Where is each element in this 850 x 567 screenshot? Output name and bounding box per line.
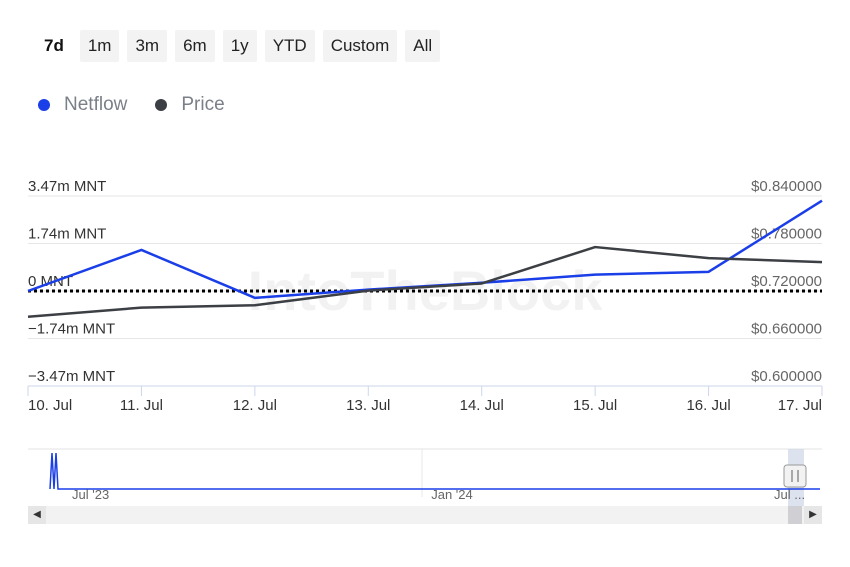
range-button-all[interactable]: All (405, 30, 441, 62)
y-right-tick-label: $0.600000 (751, 368, 822, 385)
navigator-label: Jan '24 (431, 487, 473, 502)
range-button-ytd[interactable]: YTD (264, 30, 315, 62)
range-button-3m[interactable]: 3m (127, 30, 168, 62)
legend-item-price[interactable]: Price (155, 94, 225, 116)
navigator-selection (788, 449, 804, 506)
x-tick-label: 12. Jul (233, 397, 277, 414)
scroll-left-arrow-icon[interactable]: ◀ (28, 506, 46, 524)
y-right-tick-label: $0.840000 (751, 178, 822, 195)
legend-item-netflow[interactable]: Netflow (38, 94, 127, 116)
series-line-netflow (27, 199, 823, 300)
watermark-text: IntoTheBlock (248, 259, 604, 322)
navigator-label: Jul ... (774, 487, 805, 502)
y-left-tick-label: 1.74m MNT (28, 226, 106, 243)
navigator-label: Jul '23 (72, 487, 109, 502)
horizontal-scrollbar[interactable]: ◀ ▶ (28, 506, 822, 524)
x-tick-label: 16. Jul (686, 397, 730, 414)
navigator-handle-icon[interactable] (783, 464, 807, 488)
legend-dot-icon (155, 99, 168, 111)
x-tick-label: 13. Jul (346, 397, 390, 414)
range-button-1m[interactable]: 1m (79, 30, 120, 62)
y-left-tick-label: 3.47m MNT (28, 178, 106, 195)
x-tick-label: 10. Jul (28, 397, 72, 414)
range-button-custom[interactable]: Custom (322, 30, 398, 62)
series-line-price (27, 245, 823, 318)
y-right-tick-label: $0.720000 (751, 273, 822, 290)
navigator-series-line (49, 452, 820, 490)
legend-label: Price (181, 94, 225, 115)
y-right-tick-label: $0.780000 (751, 226, 822, 243)
range-button-6m[interactable]: 6m (175, 30, 215, 62)
range-button-7d[interactable]: 7d (36, 30, 72, 62)
scroll-right-arrow-icon[interactable]: ▶ (804, 506, 822, 524)
range-selector: 7d 1m 3m 6m 1y YTD Custom All (36, 30, 441, 62)
range-button-1y[interactable]: 1y (222, 30, 257, 62)
y-right-tick-label: $0.660000 (751, 321, 822, 338)
x-tick-label: 14. Jul (460, 397, 504, 414)
y-left-tick-label: −1.74m MNT (28, 321, 115, 338)
x-tick-label: 11. Jul (120, 397, 163, 414)
y-left-tick-label: 0 MNT (28, 273, 73, 290)
legend-label: Netflow (64, 94, 128, 115)
scroll-thumb[interactable] (788, 506, 802, 524)
legend: Netflow Price (38, 94, 225, 116)
legend-dot-icon (38, 99, 50, 111)
y-left-tick-label: −3.47m MNT (28, 368, 115, 385)
x-tick-label: 17. Jul (778, 397, 822, 414)
x-tick-label: 15. Jul (573, 397, 617, 414)
